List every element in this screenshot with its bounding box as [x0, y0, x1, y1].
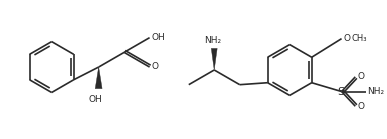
Text: O: O [357, 72, 364, 81]
Text: S: S [337, 87, 345, 97]
Text: O: O [357, 102, 364, 111]
Text: CH₃: CH₃ [351, 34, 367, 43]
Text: O: O [344, 34, 351, 43]
Text: NH₂: NH₂ [368, 87, 385, 96]
Polygon shape [211, 48, 217, 70]
Text: O: O [152, 62, 159, 71]
Text: NH₂: NH₂ [204, 36, 222, 44]
Polygon shape [95, 67, 102, 89]
Text: OH: OH [152, 33, 165, 42]
Text: OH: OH [89, 95, 103, 104]
